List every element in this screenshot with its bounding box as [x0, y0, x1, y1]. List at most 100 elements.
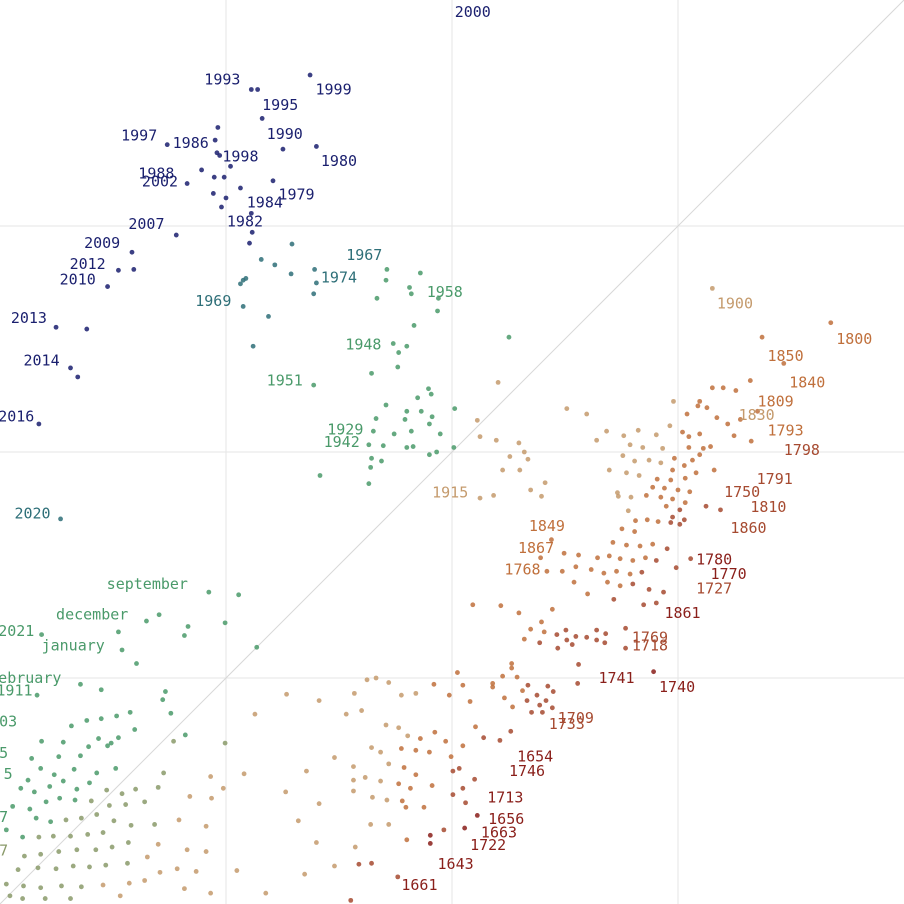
data-point [56, 849, 62, 854]
data-point [528, 487, 534, 493]
data-point [714, 415, 720, 421]
data-point [549, 606, 555, 612]
data-point [36, 421, 42, 427]
data-label: 1993 [204, 71, 240, 89]
data-point [697, 398, 703, 404]
data-point [50, 833, 56, 839]
data-label: 2013 [11, 309, 47, 327]
data-label: december [56, 606, 128, 624]
data-point [20, 896, 25, 901]
data-point [395, 874, 401, 880]
data-point [623, 645, 628, 651]
data-point [221, 174, 227, 180]
data-point [500, 467, 506, 473]
data-point [540, 709, 545, 715]
data-point [636, 473, 642, 478]
data-point [828, 320, 834, 326]
data-point [208, 890, 214, 896]
data-point [125, 840, 131, 845]
data-points [3, 72, 834, 903]
data-point [427, 421, 432, 427]
data-point [437, 431, 443, 437]
data-point [700, 445, 706, 451]
data-point [681, 517, 687, 523]
data-point [258, 257, 264, 262]
data-point [460, 785, 466, 791]
data-point [703, 503, 709, 509]
data-point [63, 817, 69, 823]
data-label: 1849 [529, 517, 565, 535]
data-point [116, 629, 121, 635]
data-point [39, 632, 44, 638]
data-point [351, 788, 356, 794]
data-point [184, 847, 190, 853]
data-point [550, 689, 556, 694]
data-label: 1900 [717, 295, 753, 313]
data-point [507, 454, 513, 459]
data-label: 1709 [558, 709, 594, 727]
data-point [615, 490, 620, 496]
data-label: 1999 [315, 80, 351, 98]
data-point [384, 266, 390, 272]
data-point [174, 866, 180, 872]
data-point [248, 210, 254, 216]
data-point [48, 819, 54, 825]
data-point [383, 402, 389, 408]
data-point [378, 778, 383, 784]
data-point [348, 897, 354, 903]
data-point [677, 521, 683, 527]
data-label: 1861 [664, 604, 700, 622]
data-point [103, 862, 109, 868]
data-point [142, 878, 148, 883]
data-point [119, 647, 125, 653]
data-point [625, 508, 631, 514]
data-point [417, 270, 423, 276]
data-point [379, 458, 384, 464]
data-point [559, 568, 565, 574]
data-point [408, 428, 414, 434]
data-point [653, 600, 659, 606]
data-label: 1643 [438, 855, 474, 873]
data-label: february [0, 669, 61, 687]
data-point [681, 463, 687, 468]
data-point [210, 191, 216, 196]
data-point [144, 854, 150, 860]
data-point [311, 382, 317, 388]
data-point [351, 777, 356, 783]
data-point [410, 444, 416, 449]
data-point [405, 733, 411, 739]
data-point [250, 343, 256, 349]
data-point [94, 770, 100, 776]
data-point [584, 634, 590, 640]
data-point [644, 517, 650, 523]
data-point [38, 885, 44, 891]
data-point [664, 546, 670, 552]
data-label: 1661 [401, 876, 437, 894]
data-label: 2021 [0, 622, 34, 640]
data-point [733, 388, 739, 393]
data-point [42, 896, 48, 901]
data-point [249, 229, 255, 235]
data-point [528, 626, 534, 632]
data-point [632, 529, 638, 534]
data-point [690, 457, 695, 463]
data-point [380, 443, 386, 449]
data-point [653, 432, 659, 438]
data-label: 1942 [324, 433, 360, 451]
data-point [374, 295, 380, 301]
data-point [632, 458, 638, 464]
data-label: 1750 [724, 483, 760, 501]
data-point [38, 851, 44, 857]
data-point [542, 480, 548, 486]
data-label: 1911 [0, 682, 33, 700]
data-label: 2014 [24, 352, 60, 370]
data-point [302, 871, 308, 877]
data-label: 1986 [173, 134, 209, 152]
data-point [398, 692, 404, 698]
data-point [624, 542, 629, 548]
data-point [661, 589, 666, 595]
data-point [601, 570, 607, 576]
data-point [356, 861, 362, 867]
data-point [74, 847, 80, 853]
data-point [199, 167, 204, 173]
